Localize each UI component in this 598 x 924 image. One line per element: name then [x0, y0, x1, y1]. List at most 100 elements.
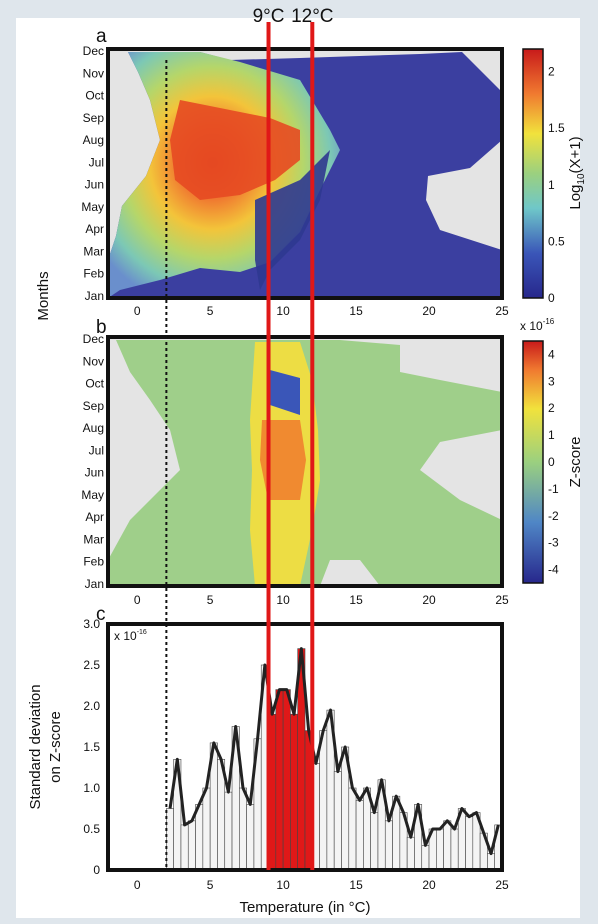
y-tick-label: 0 [93, 863, 100, 877]
panel-b-y-ticks: Jan Feb Mar Apr May Jun Jul Aug Sep Oct Nov Dec [81, 332, 104, 591]
months-axis-label: Months [35, 271, 52, 320]
colorbar-b-multiplier: x 10-16 [520, 317, 555, 333]
bar [275, 689, 284, 871]
bar [436, 828, 444, 871]
y-tick-label: 1.5 [83, 740, 100, 754]
month-tick-label: Jun [85, 178, 104, 192]
x-tick-label: 15 [349, 593, 363, 607]
x-tick-label: 10 [276, 878, 290, 892]
colorbar-tick-label: -2 [548, 509, 559, 523]
bar [290, 713, 299, 871]
x-tick-label: 25 [495, 878, 509, 892]
panel-c-series-line [168, 647, 500, 856]
y-tick-label: 2.5 [83, 658, 100, 672]
panel-b-heatmap: b Jan Feb Mar Apr May Jun Jul Aug Sep Oct Nov Dec 0… [81, 317, 584, 607]
month-tick-label: Mar [83, 244, 104, 258]
bar [202, 787, 211, 871]
month-tick-label: Jul [89, 155, 104, 169]
bar [282, 689, 291, 871]
colorbar-tick-label: 4 [548, 347, 555, 361]
month-tick-label: Apr [85, 510, 104, 524]
colorbar-tick-label: -1 [548, 482, 559, 496]
month-tick-label: May [81, 488, 104, 502]
bar [370, 812, 379, 871]
temperature-reference-lines: 9°C 12°C [253, 6, 334, 870]
colorbar-a-ticks: 0 0.5 1 1.5 2 [548, 65, 565, 305]
x-tick-label: 20 [422, 878, 436, 892]
month-tick-label: Jan [85, 577, 104, 591]
bar [166, 808, 174, 871]
x-tick-label: 5 [207, 878, 214, 892]
panel-c-y-ticks: 0 0.5 1.0 1.5 2.0 2.5 3.0 [83, 617, 100, 877]
x-axis-label: Temperature (in °C) [239, 899, 370, 916]
month-tick-label: Nov [83, 66, 104, 80]
bar [465, 816, 474, 871]
colorbar-b-label: Z-score [567, 437, 584, 488]
month-tick-label: Dec [83, 44, 104, 58]
heatmap-b-hot-core [260, 420, 306, 500]
panel-a-frame [106, 47, 504, 300]
month-tick-label: Aug [83, 133, 104, 147]
colorbar-tick-label: 1.5 [548, 121, 565, 135]
bar [443, 820, 452, 871]
bar [319, 730, 328, 871]
month-tick-label: Sep [83, 111, 105, 125]
colorbar-tick-label: 1 [548, 428, 555, 442]
month-tick-label: May [81, 200, 104, 214]
bar [487, 853, 496, 871]
panel-c-multiplier: x 10-16 [114, 629, 147, 643]
colorbar-a [522, 48, 544, 299]
bar [187, 820, 196, 871]
month-tick-label: Feb [83, 267, 104, 281]
bar [421, 845, 430, 871]
x-tick-label: 10 [276, 304, 290, 318]
bar [348, 787, 357, 871]
panel-a-x-ticks: 0 5 10 15 20 25 [134, 304, 509, 318]
month-tick-label: Dec [83, 332, 104, 346]
colorbar-a-label: Log10(X+1) [567, 136, 587, 209]
panel-b-label: b [96, 317, 107, 338]
x-tick-label: 5 [207, 593, 214, 607]
panel-a-y-ticks: Jan Feb Mar Apr May Jun Jul Aug Sep Oct Nov Dec [81, 44, 104, 303]
y-tick-label: 2.0 [83, 699, 100, 713]
colorbar-tick-label: 0 [548, 291, 555, 305]
bar [450, 828, 459, 871]
month-tick-label: Feb [83, 555, 104, 569]
panel-a-label: a [96, 26, 107, 47]
panel-b-frame [106, 335, 504, 588]
month-tick-label: Mar [83, 532, 104, 546]
x-tick-label: 0 [134, 304, 141, 318]
colorbar-tick-label: 0 [548, 455, 555, 469]
x-tick-label: 20 [422, 304, 436, 318]
colorbar-tick-label: 2 [548, 401, 555, 415]
panel-c-label: c [96, 604, 106, 625]
bar [384, 820, 393, 871]
month-tick-label: Apr [85, 222, 104, 236]
bar [355, 799, 364, 871]
reference-line-label: 9°C [253, 6, 285, 27]
y-tick-label: 1.0 [83, 781, 100, 795]
colorbar-tick-label: 2 [548, 65, 555, 79]
month-tick-label: Jan [85, 289, 104, 303]
bar [406, 836, 415, 871]
colorbar-tick-label: -3 [548, 536, 559, 550]
y-axis-label-line1: Standard deviation [27, 684, 44, 809]
x-tick-label: 20 [422, 593, 436, 607]
panel-b-x-ticks: 0 5 10 15 20 25 [134, 593, 509, 607]
y-tick-label: 3.0 [83, 617, 100, 631]
colorbar-b-ticks: -4 -3 -2 -1 0 1 2 3 4 [548, 347, 559, 576]
month-tick-label: Oct [85, 89, 104, 103]
x-tick-label: 25 [495, 593, 509, 607]
bar [246, 804, 255, 871]
bar [224, 791, 233, 871]
panel-c-frame [106, 622, 504, 872]
x-tick-label: 5 [207, 304, 214, 318]
x-tick-label: 15 [349, 878, 363, 892]
month-tick-label: Jul [89, 443, 104, 457]
x-tick-label: 0 [134, 878, 141, 892]
month-tick-label: Sep [83, 399, 105, 413]
month-tick-label: Jun [85, 466, 104, 480]
x-tick-label: 0 [134, 593, 141, 607]
bar [333, 771, 342, 871]
